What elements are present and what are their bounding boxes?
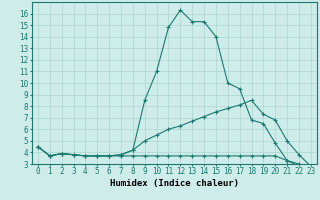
X-axis label: Humidex (Indice chaleur): Humidex (Indice chaleur) xyxy=(110,179,239,188)
